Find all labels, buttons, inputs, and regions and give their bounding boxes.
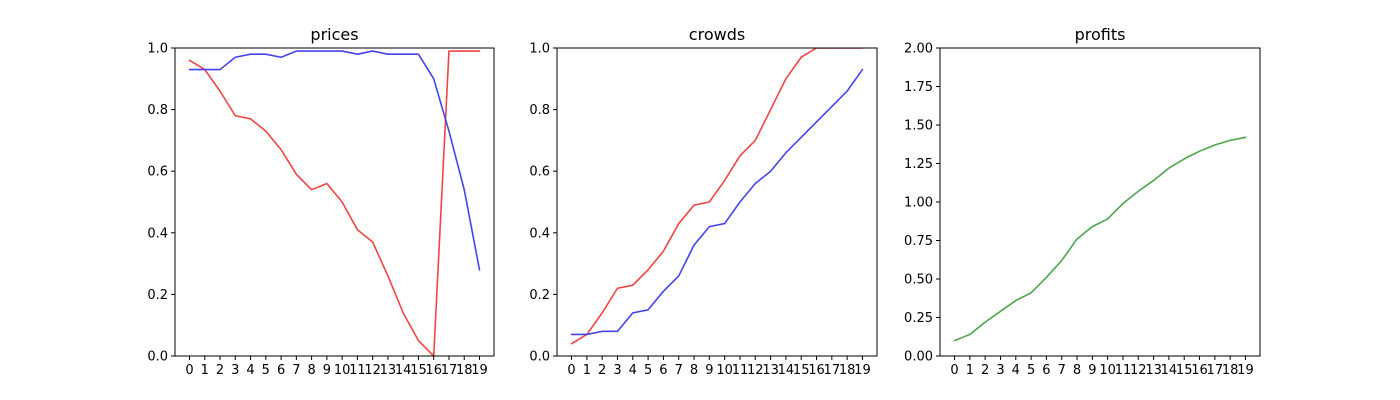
x-tick-label: 11 bbox=[349, 363, 366, 378]
x-tick-label: 18 bbox=[456, 363, 473, 378]
x-tick-label: 3 bbox=[613, 363, 621, 378]
x-tick-label: 18 bbox=[1222, 363, 1239, 378]
x-tick-label: 17 bbox=[824, 363, 841, 378]
x-tick-label: 12 bbox=[1130, 363, 1147, 378]
x-tick-label: 17 bbox=[441, 363, 458, 378]
x-tick-label: 13 bbox=[380, 363, 397, 378]
y-tick-label: 0.75 bbox=[904, 234, 933, 249]
x-tick-label: 9 bbox=[1088, 363, 1096, 378]
subplot-profits: profits 0 1 2 3 4 5 6 7 8 9 101112131415161718190.… bbox=[904, 25, 1261, 378]
y-tick-label: 0.4 bbox=[529, 226, 550, 241]
x-tick-label: 7 bbox=[675, 363, 683, 378]
x-tick-label: 1 bbox=[201, 363, 209, 378]
x-tick-label: 13 bbox=[1145, 363, 1162, 378]
x-tick-label: 19 bbox=[1237, 363, 1254, 378]
x-tick-label: 15 bbox=[793, 363, 810, 378]
y-tick-label: 1.0 bbox=[147, 42, 168, 57]
y-tick-label: 0.00 bbox=[904, 350, 933, 365]
x-tick-label: 11 bbox=[1115, 363, 1132, 378]
y-tick-label: 0.0 bbox=[147, 350, 168, 365]
y-tick-label: 0.8 bbox=[529, 103, 550, 118]
x-tick-label: 0 bbox=[567, 363, 575, 378]
series-line-2 bbox=[570, 68, 864, 336]
chart-title: prices bbox=[310, 25, 358, 44]
y-tick-label: 0.4 bbox=[147, 226, 168, 241]
x-tick-label: 16 bbox=[425, 363, 442, 378]
series-line-1 bbox=[570, 48, 864, 345]
x-tick-label: 8 bbox=[690, 363, 698, 378]
x-tick-label: 1 bbox=[583, 363, 591, 378]
x-tick-label: 14 bbox=[395, 363, 412, 378]
x-tick-label: 13 bbox=[762, 363, 779, 378]
x-tick-label: 6 bbox=[659, 363, 667, 378]
x-tick-label: 0 bbox=[950, 363, 958, 378]
y-tick-label: 0.0 bbox=[529, 350, 550, 365]
x-tick-label: 16 bbox=[1191, 363, 1208, 378]
x-tick-label: 2 bbox=[981, 363, 989, 378]
x-tick-label: 15 bbox=[1176, 363, 1193, 378]
x-tick-label: 3 bbox=[996, 363, 1004, 378]
x-tick-label: 15 bbox=[410, 363, 427, 378]
x-tick-label: 1 bbox=[966, 363, 974, 378]
x-tick-label: 18 bbox=[839, 363, 856, 378]
subplot-crowds: crowds 0 1 2 3 4 5 6 7 8 9 101112131415161718190.0… bbox=[529, 25, 878, 378]
y-tick-label: 0.2 bbox=[147, 288, 168, 303]
x-tick-label: 16 bbox=[808, 363, 825, 378]
axes-frame bbox=[174, 47, 495, 357]
axes-frame bbox=[556, 47, 878, 357]
series-line-2 bbox=[188, 50, 481, 271]
x-tick-label: 7 bbox=[292, 363, 300, 378]
x-tick-label: 19 bbox=[854, 363, 871, 378]
x-tick-label: 8 bbox=[307, 363, 315, 378]
x-tick-label: 10 bbox=[716, 363, 733, 378]
x-tick-label: 5 bbox=[1027, 363, 1035, 378]
x-tick-label: 2 bbox=[216, 363, 224, 378]
y-tick-label: 1.00 bbox=[904, 196, 933, 211]
x-tick-label: 10 bbox=[334, 363, 351, 378]
y-tick-label: 0.6 bbox=[529, 165, 550, 180]
x-tick-label: 5 bbox=[644, 363, 652, 378]
y-tick-label: 0.25 bbox=[904, 311, 933, 326]
chart-title: profits bbox=[1075, 25, 1126, 44]
y-tick-label: 1.25 bbox=[904, 157, 933, 172]
x-tick-label: 12 bbox=[747, 363, 764, 378]
y-tick-label: 0.50 bbox=[904, 273, 933, 288]
y-tick-label: 1.50 bbox=[904, 119, 933, 134]
series-line-1 bbox=[188, 50, 481, 356]
x-tick-label: 4 bbox=[1012, 363, 1020, 378]
x-tick-label: 14 bbox=[1161, 363, 1178, 378]
y-tick-label: 0.8 bbox=[147, 103, 168, 118]
x-tick-label: 12 bbox=[364, 363, 381, 378]
chart-title: crowds bbox=[689, 25, 745, 44]
x-tick-label: 3 bbox=[231, 363, 239, 378]
x-tick-label: 17 bbox=[1207, 363, 1224, 378]
x-tick-label: 5 bbox=[262, 363, 270, 378]
x-tick-label: 2 bbox=[598, 363, 606, 378]
x-tick-label: 9 bbox=[323, 363, 331, 378]
subplot-prices: prices 0 1 2 3 4 5 6 7 8 9 101112131415161718190.0… bbox=[147, 25, 495, 378]
y-tick-label: 0.2 bbox=[529, 288, 550, 303]
x-tick-label: 4 bbox=[246, 363, 254, 378]
x-tick-label: 4 bbox=[629, 363, 637, 378]
x-tick-label: 14 bbox=[778, 363, 795, 378]
x-tick-label: 9 bbox=[705, 363, 713, 378]
x-tick-label: 19 bbox=[471, 363, 488, 378]
y-tick-label: 1.0 bbox=[529, 42, 550, 57]
y-tick-label: 1.75 bbox=[904, 80, 933, 95]
y-tick-label: 0.6 bbox=[147, 165, 168, 180]
x-tick-label: 11 bbox=[732, 363, 749, 378]
axes-frame bbox=[939, 47, 1261, 357]
x-tick-label: 10 bbox=[1099, 363, 1116, 378]
x-tick-label: 6 bbox=[277, 363, 285, 378]
series-line-1 bbox=[953, 136, 1247, 342]
x-tick-label: 0 bbox=[185, 363, 193, 378]
x-tick-label: 8 bbox=[1073, 363, 1081, 378]
x-tick-label: 7 bbox=[1058, 363, 1066, 378]
y-tick-label: 2.00 bbox=[904, 42, 933, 57]
x-tick-label: 6 bbox=[1042, 363, 1050, 378]
